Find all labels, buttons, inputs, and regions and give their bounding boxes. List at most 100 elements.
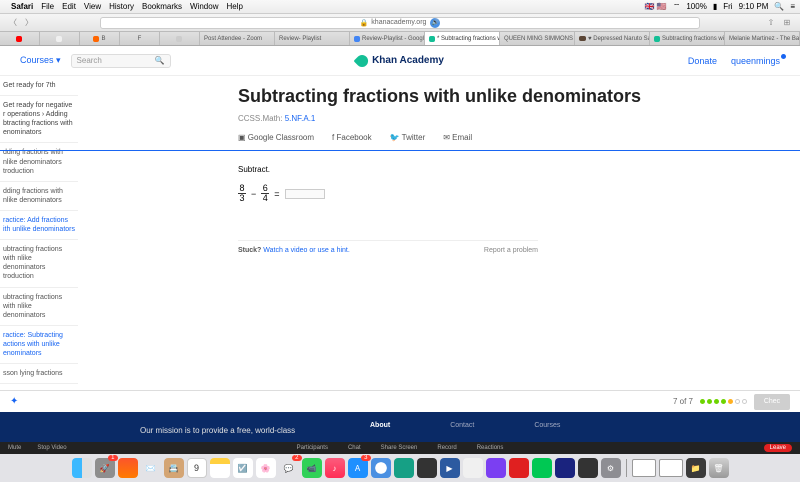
sidebar-breadcrumb[interactable]: Get ready for negative r operations › Ad… — [0, 96, 78, 143]
notifications-icon[interactable]: ≡ — [790, 2, 795, 11]
dock-contacts-icon[interactable]: 📇 — [164, 458, 184, 478]
dock-photos-icon[interactable]: 🌸 — [256, 458, 276, 478]
share-icon[interactable]: ⇧ — [766, 18, 776, 27]
footer-contact[interactable]: Contact — [450, 422, 474, 429]
dock-trash-icon[interactable]: 🗑 — [709, 458, 729, 478]
menu-edit[interactable]: Edit — [62, 2, 76, 11]
footer-about[interactable]: About — [370, 422, 390, 429]
check-button[interactable]: Chec — [754, 394, 790, 410]
dock-brave-icon[interactable] — [118, 458, 138, 478]
tab-review[interactable]: Review- Playlist — [275, 32, 350, 45]
dock-zoom-icon[interactable]: ▶ — [440, 458, 460, 478]
zoom-mute[interactable]: Mute — [8, 445, 21, 451]
dock-sysprefs-icon[interactable]: ⚙ — [601, 458, 621, 478]
sidebar-item[interactable]: ubtracting fractions with nlike denomina… — [0, 288, 78, 326]
sidebar-item-practice[interactable]: ractice: Add fractions ith unlike denomi… — [0, 211, 78, 240]
bookmark-item[interactable] — [160, 32, 200, 45]
tab-zoom[interactable]: Post Attendee - Zoom — [200, 32, 275, 45]
dock-finder-icon[interactable] — [72, 458, 92, 478]
report-problem-link[interactable]: Report a problem — [484, 247, 538, 254]
share-email[interactable]: ✉ Email — [443, 133, 472, 142]
dock-app-icon[interactable] — [417, 458, 437, 478]
dock-facetime-icon[interactable]: 📹 — [302, 458, 322, 478]
share-facebook[interactable]: f Facebook — [332, 133, 372, 142]
zoom-participants[interactable]: Participants — [297, 445, 328, 451]
spotlight-icon[interactable]: 🔍 — [774, 2, 784, 11]
url-bar[interactable]: 🔒 khanacademy.org 🔊 — [100, 17, 700, 29]
answer-input[interactable] — [285, 189, 325, 199]
courses-dropdown[interactable]: Courses ▾ — [20, 55, 61, 66]
dock-app-icon[interactable] — [532, 458, 552, 478]
dock-music-icon[interactable]: ♪ — [325, 458, 345, 478]
ccss-link[interactable]: 5.NF.A.1 — [285, 114, 316, 123]
hint-link[interactable]: Watch a video or use a hint. — [263, 247, 350, 254]
forward-button[interactable]: 〉 — [24, 17, 34, 28]
dock-separator — [626, 459, 627, 477]
sidebar-item[interactable]: sson lying fractions — [0, 364, 78, 384]
back-button[interactable]: 〈 — [8, 17, 18, 28]
dock-window-thumb[interactable] — [632, 459, 656, 477]
sidebar-item[interactable]: dding fractions with nlike denominators — [0, 182, 78, 211]
search-icon: 🔍 — [155, 56, 165, 65]
dock-app-icon[interactable] — [394, 458, 414, 478]
brand-text: Khan Academy — [372, 55, 444, 66]
problem-area: Subtract. 83 − 64 = — [238, 165, 538, 205]
search-input[interactable]: Search 🔍 — [71, 54, 171, 68]
tab-khan2[interactable]: Subtracting fractions with unlike… — [650, 32, 725, 45]
share-google-classroom[interactable]: ▣ Google Classroom — [238, 133, 314, 142]
tabs-icon[interactable]: ⊞ — [782, 18, 792, 27]
wifi-icon[interactable]: ⌔ — [673, 2, 681, 12]
footer-courses[interactable]: Courses — [534, 422, 560, 429]
menu-view[interactable]: View — [84, 2, 101, 11]
tab-gdocs[interactable]: Review-Playlist - Google Docs — [350, 32, 425, 45]
tab-melanie[interactable]: Melanie Martinez - The Ba — [725, 32, 800, 45]
tab-naruto[interactable]: ♥ Depressed Naruto Sasunaru… — [575, 32, 650, 45]
zoom-chat[interactable]: Chat — [348, 445, 361, 451]
equals-sign: = — [274, 189, 279, 199]
dock-messages-icon[interactable]: 💬2 — [279, 458, 299, 478]
zoom-share[interactable]: Share Screen — [381, 445, 418, 451]
zoom-stop-video[interactable]: Stop Video — [37, 445, 66, 451]
user-menu[interactable]: queenmings — [731, 56, 780, 66]
zoom-record[interactable]: Record — [437, 445, 456, 451]
tab-queen[interactable]: QUEEN MING SIMMONS - 23-7… — [500, 32, 575, 45]
menu-window[interactable]: Window — [190, 2, 218, 11]
sidebar-breadcrumb[interactable]: Get ready for 7th — [0, 76, 78, 96]
dock-safari-icon[interactable] — [371, 458, 391, 478]
dock-app-icon[interactable] — [486, 458, 506, 478]
tab-khan-active[interactable]: * Subtracting fractions with unlik… — [425, 32, 500, 45]
keyboard-flags[interactable]: 🇬🇧 🇺🇸 — [645, 2, 667, 11]
search-placeholder: Search — [77, 56, 102, 65]
sidebar-item[interactable]: ubtracting fractions with nlike denomina… — [0, 240, 78, 287]
dock-app-icon[interactable] — [555, 458, 575, 478]
dock-wallet-icon[interactable] — [578, 458, 598, 478]
zoom-leave-button[interactable]: Leave — [764, 444, 792, 452]
audio-indicator-icon[interactable]: 🔊 — [430, 18, 440, 28]
app-name[interactable]: Safari — [11, 2, 33, 11]
dock-app-icon[interactable] — [463, 458, 483, 478]
dock-mail-icon[interactable]: ✉️ — [141, 458, 161, 478]
bookmark-item[interactable] — [40, 32, 80, 45]
bookmark-yt[interactable] — [0, 32, 40, 45]
progress-text: 7 of 7 — [673, 397, 693, 406]
menu-bookmarks[interactable]: Bookmarks — [142, 2, 182, 11]
dock-folder-icon[interactable]: 📁 — [686, 458, 706, 478]
dock-app-icon[interactable] — [509, 458, 529, 478]
menu-help[interactable]: Help — [226, 2, 242, 11]
dock-appstore-icon[interactable]: A3 — [348, 458, 368, 478]
battery-icon: ▮ — [713, 2, 717, 11]
dock-calendar-icon[interactable]: 9 — [187, 458, 207, 478]
bookmark-b[interactable]: B — [80, 32, 120, 45]
menu-history[interactable]: History — [109, 2, 134, 11]
sidebar-item-current[interactable]: ractice: Subtracting actions with unlike… — [0, 326, 78, 364]
bookmark-f[interactable]: F — [120, 32, 160, 45]
dock-reminders-icon[interactable]: ☑️ — [233, 458, 253, 478]
khan-logo[interactable]: Khan Academy — [356, 55, 444, 67]
zoom-reactions[interactable]: Reactions — [477, 445, 504, 451]
donate-link[interactable]: Donate — [688, 56, 717, 66]
dock-window-thumb[interactable] — [659, 459, 683, 477]
dock-launchpad-icon[interactable]: 🚀1 — [95, 458, 115, 478]
share-twitter[interactable]: 🐦 Twitter — [390, 133, 426, 142]
dock-notes-icon[interactable] — [210, 458, 230, 478]
menu-file[interactable]: File — [41, 2, 54, 11]
